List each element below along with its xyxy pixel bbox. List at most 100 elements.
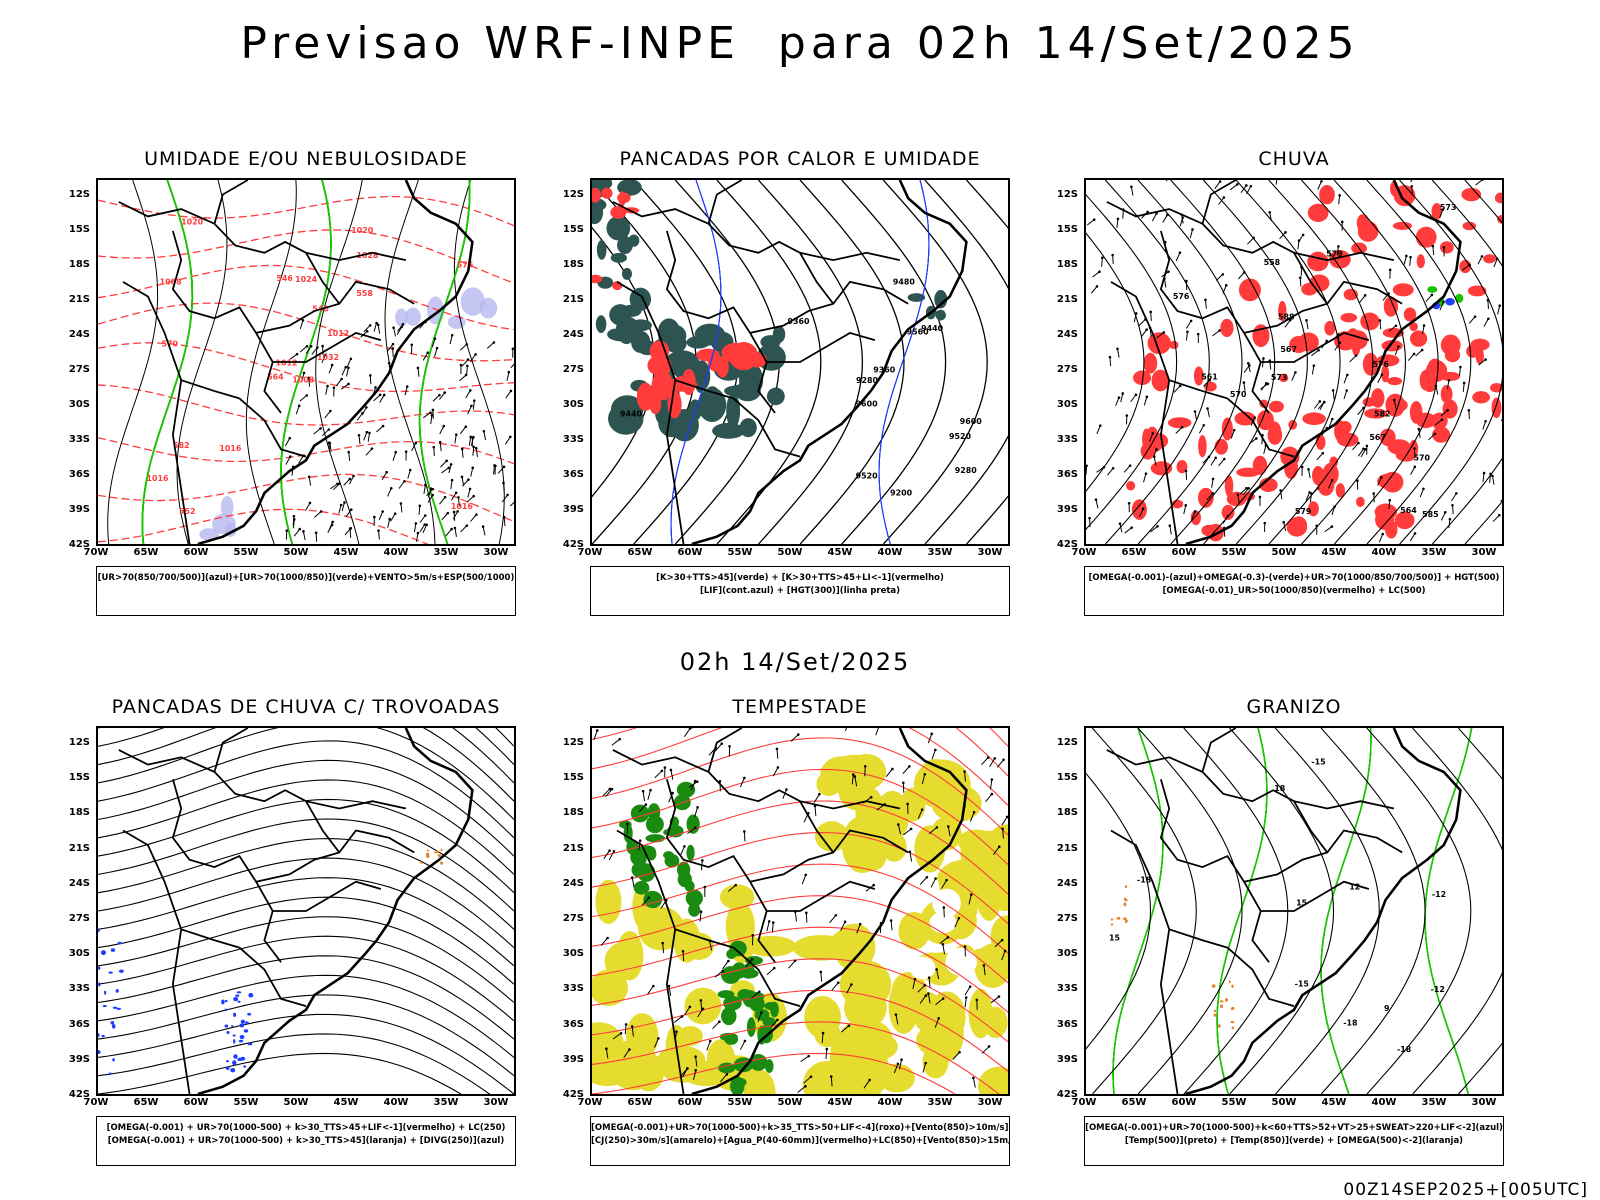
wind-vector-head: [728, 745, 731, 748]
wind-vector-head: [370, 447, 374, 450]
omega-orange: [1125, 899, 1128, 902]
wind-vector: [422, 352, 429, 361]
wind-vector: [1378, 533, 1384, 543]
contour-label: 9560: [907, 327, 930, 336]
contour-label: 9200: [890, 489, 913, 498]
wind-vector-head: [759, 1011, 763, 1014]
wind-vector: [346, 367, 349, 377]
wind-vector: [1212, 330, 1220, 337]
panel-legend: [OMEGA(-0.001)-(azul)+OMEGA(-0.3)-(verde…: [1084, 566, 1504, 616]
wind-vector: [1421, 325, 1425, 335]
wind-vector: [1411, 186, 1413, 196]
rain-red: [1338, 421, 1352, 434]
wind-vector: [840, 921, 846, 931]
wind-vector: [829, 914, 837, 924]
wind-vector: [1263, 445, 1267, 455]
wind-vector: [1377, 477, 1382, 486]
rain-red: [1409, 322, 1418, 332]
wind-vector-head: [1193, 510, 1197, 513]
rain-red: [1425, 360, 1448, 382]
wind-vector: [459, 343, 468, 351]
jet-yellow: [855, 787, 885, 838]
wind-vector-head: [1363, 294, 1367, 297]
wind-vector-head: [1409, 255, 1412, 259]
wind-vector-head: [852, 773, 855, 776]
wind-vector: [1475, 180, 1483, 186]
wind-vector-head: [1354, 354, 1358, 357]
lon-tick-label: 30W: [483, 1097, 509, 1108]
legend-line: [LIF](cont.azul) + [HGT(300)](linha pret…: [699, 586, 901, 596]
wind-vector-head: [438, 393, 441, 397]
wind-vector: [390, 513, 396, 522]
wind-vector: [1122, 209, 1124, 219]
wind-vector-head: [807, 1054, 811, 1058]
streamline: [98, 1052, 462, 1094]
wind-vector-head: [1262, 357, 1265, 360]
wind-vector: [939, 937, 949, 944]
wind-vector-head: [869, 795, 873, 799]
wind-vector-head: [502, 481, 505, 485]
wind-vector-head: [708, 1039, 712, 1043]
wind-vector-head: [743, 776, 746, 780]
wind-vector: [863, 1079, 871, 1089]
state-border: [1110, 281, 1179, 544]
jet-yellow: [592, 1022, 624, 1066]
wind-vector: [902, 766, 910, 775]
rain-blue: [1445, 298, 1455, 306]
instability-green: [734, 381, 761, 402]
wind-vector: [1112, 255, 1114, 265]
wind-vector: [989, 779, 993, 790]
wind-vector: [766, 921, 770, 932]
contour-label: 9280: [856, 376, 879, 385]
wind-vector-head: [906, 802, 909, 806]
wind-vector: [794, 911, 797, 922]
wind-green: [631, 861, 650, 879]
lat-tick-label: 18S: [68, 807, 90, 819]
wind-vector: [1218, 458, 1225, 467]
wind-vector: [981, 1046, 990, 1054]
lat-tick-label: 30S: [1056, 948, 1078, 960]
wind-vector: [1478, 359, 1486, 366]
wind-vector-head: [349, 526, 353, 530]
wind-vector: [365, 448, 373, 456]
wind-vector: [1305, 320, 1309, 330]
wind-vector: [1291, 372, 1296, 381]
rain-red: [1440, 334, 1461, 356]
wind-vector-head: [652, 984, 655, 988]
rain-red: [1226, 491, 1247, 507]
contour-label: 9440: [921, 324, 944, 333]
wind-vector-head: [432, 445, 436, 449]
wind-vector-head: [470, 404, 473, 408]
wind-vector: [392, 452, 397, 461]
wind-vector-head: [1266, 382, 1270, 386]
wind-vector: [305, 345, 312, 354]
wind-vector-head: [863, 764, 867, 768]
wind-vector-head: [982, 964, 986, 967]
wind-vector-head: [1263, 521, 1267, 525]
wind-vector-head: [1127, 501, 1131, 505]
wind-vector: [1153, 456, 1157, 466]
wind-vector-head: [319, 427, 322, 430]
wind-vector-head: [469, 389, 472, 392]
jet-yellow: [977, 1066, 1008, 1094]
wind-vector-head: [472, 445, 475, 449]
lon-tick-label: 30W: [483, 547, 509, 558]
wind-vector-head: [941, 997, 945, 1000]
wind-vector: [454, 434, 457, 444]
wind-vector-head: [292, 515, 296, 518]
wind-vector: [431, 338, 436, 348]
wind-vector-head: [305, 394, 309, 397]
divergence-blue: [116, 1007, 121, 1010]
wind-vector-head: [502, 515, 506, 519]
lon-tick-label: 50W: [1271, 1097, 1297, 1108]
wind-vector: [1279, 231, 1286, 240]
wind-vector-head: [467, 478, 470, 481]
divergence-blue: [102, 1004, 107, 1008]
wind-vector-head: [446, 511, 450, 515]
wind-vector: [1425, 294, 1433, 302]
wind-vector-head: [772, 966, 776, 970]
omega-orange: [1123, 917, 1127, 921]
rain-red: [1176, 460, 1188, 474]
lat-tick-label: 21S: [68, 842, 90, 854]
wind-vector-head: [1413, 532, 1417, 535]
